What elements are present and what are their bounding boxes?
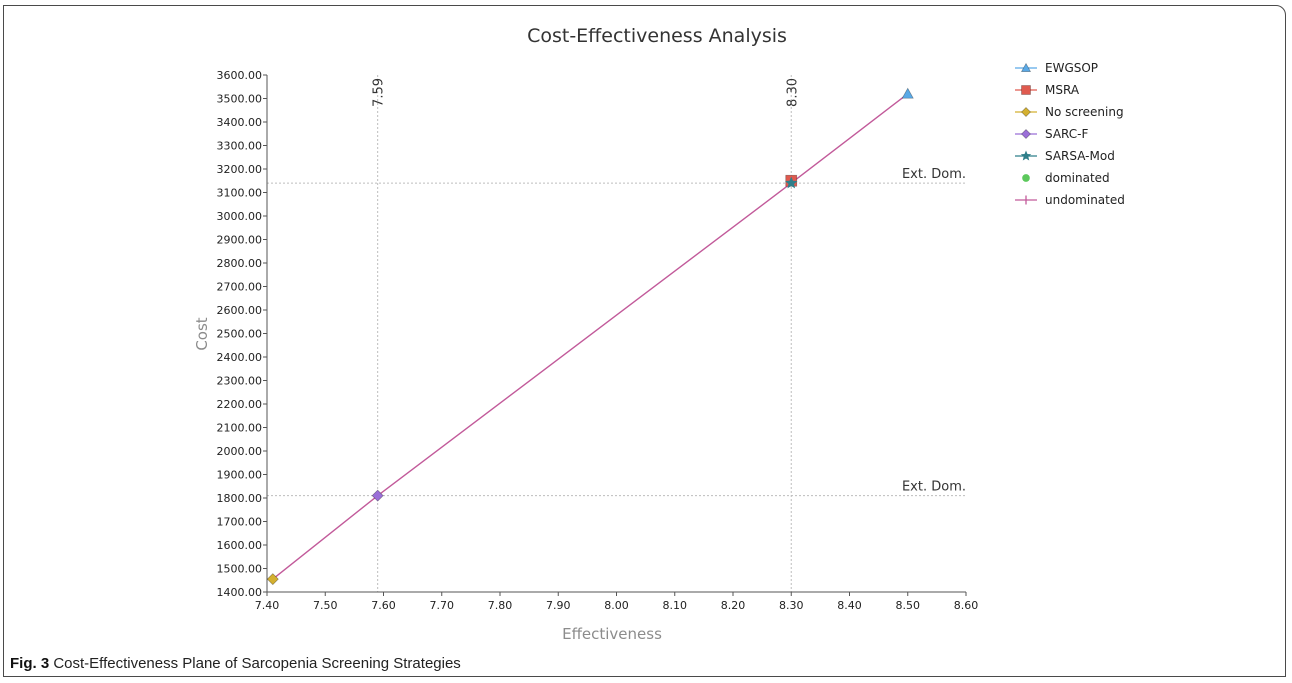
y-tick-label: 2200.00 [217, 398, 263, 411]
legend-item-msra: MSRA [1015, 83, 1080, 97]
legend-label: No screening [1045, 105, 1124, 119]
y-axis-label: Cost [193, 317, 211, 350]
x-tick-label: 8.60 [954, 599, 979, 612]
x-tick-label: 7.70 [430, 599, 455, 612]
horizontal-reference-label-1: Ext. Dom. [902, 480, 966, 495]
y-tick-label: 3100.00 [217, 187, 263, 200]
legend-item-undominated: undominated [1015, 193, 1125, 207]
x-tick-label: 7.40 [255, 599, 280, 612]
y-tick-label: 2100.00 [217, 422, 263, 435]
legend-item-no-screening: No screening [1015, 105, 1124, 119]
x-tick-label: 7.90 [546, 599, 571, 612]
y-tick-label: 3200.00 [217, 163, 263, 176]
legend-label: EWGSOP [1045, 61, 1098, 75]
x-tick-label: 8.30 [779, 599, 804, 612]
undominated-line [272, 93, 909, 580]
y-tick-label: 1800.00 [217, 492, 263, 505]
legend-label: SARC-F [1045, 127, 1088, 141]
legend-marker-ewgsop [1020, 62, 1032, 72]
legend-item-sarc-f: SARC-F [1015, 127, 1088, 141]
y-tick-label: 2700.00 [217, 281, 263, 294]
point-ewgsop [901, 87, 914, 99]
x-tick-label: 7.80 [488, 599, 513, 612]
x-tick-label: 7.50 [313, 599, 338, 612]
y-tick-label: 3300.00 [217, 140, 263, 153]
vertical-reference-label-0: 7.59 [372, 78, 387, 107]
y-tick-label: 1500.00 [217, 563, 263, 576]
legend-marker-msra [1021, 85, 1031, 95]
legend: EWGSOP MSRA No screening SARC-F SARSA-Mod dom… [1015, 61, 1125, 207]
y-tick-label: 2600.00 [217, 304, 263, 317]
legend-label: undominated [1045, 193, 1125, 207]
y-tick-label: 1700.00 [217, 516, 263, 529]
point-sarc-f [371, 489, 384, 502]
reference-lines: 7.59 8.30 Ext. Dom. Ext. Dom. [267, 75, 966, 592]
x-tick-label: 8.20 [721, 599, 746, 612]
x-tick-label: 7.60 [371, 599, 396, 612]
y-tick-label: 3600.00 [217, 69, 263, 82]
vertical-reference-label-1: 8.30 [785, 78, 800, 107]
y-tick-label: 1600.00 [217, 539, 263, 552]
y-tick-label: 2800.00 [217, 257, 263, 270]
figure-caption: Fig. 3 Cost-Effectiveness Plane of Sarco… [10, 655, 461, 672]
figure-number: Fig. 3 [10, 655, 50, 672]
y-tick-label: 3000.00 [217, 210, 263, 223]
axes [266, 75, 966, 593]
point-no-screening [266, 573, 279, 586]
legend-marker-dominated [1022, 174, 1030, 182]
y-tick-label: 2400.00 [217, 351, 263, 364]
y-tick-label: 3400.00 [217, 116, 263, 129]
data-points [266, 87, 914, 586]
x-axis-label: Effectiveness [562, 625, 662, 643]
x-axis-ticks: 7.40 7.50 7.60 7.70 7.80 7.90 8.00 8.10 8.20 8.30… [255, 592, 979, 612]
legend-label: SARSA-Mod [1045, 149, 1115, 163]
x-tick-label: 8.10 [663, 599, 688, 612]
legend-label: MSRA [1045, 83, 1080, 97]
y-tick-label: 1900.00 [217, 469, 263, 482]
y-tick-label: 2900.00 [217, 234, 263, 247]
y-tick-label: 1400.00 [217, 586, 263, 599]
y-tick-label: 3500.00 [217, 93, 263, 106]
figure-frame [3, 5, 1286, 677]
chart-title: Cost-Effectiveness Analysis [527, 25, 787, 47]
y-axis-ticks: 1400.00 1500.00 1600.00 1700.00 1800.00 1900.… [217, 69, 267, 599]
legend-marker-no-screening [1021, 107, 1031, 117]
y-tick-label: 2500.00 [217, 328, 263, 341]
point-sarsa-mod [785, 176, 798, 189]
figure-caption-text: Cost-Effectiveness Plane of Sarcopenia S… [53, 655, 461, 672]
legend-item-sarsa-mod: SARSA-Mod [1015, 149, 1115, 163]
legend-item-dominated: dominated [1022, 171, 1110, 185]
horizontal-reference-label-0: Ext. Dom. [902, 167, 966, 182]
y-tick-label: 2000.00 [217, 445, 263, 458]
x-tick-label: 8.50 [896, 599, 921, 612]
legend-label: dominated [1045, 171, 1110, 185]
legend-item-ewgsop: EWGSOP [1015, 61, 1098, 75]
y-tick-label: 2300.00 [217, 375, 263, 388]
undominated-frontier-line [272, 93, 909, 580]
x-tick-label: 8.00 [604, 599, 629, 612]
legend-marker-sarc-f [1021, 129, 1031, 139]
legend-marker-sarsa-mod [1020, 150, 1032, 161]
x-tick-label: 8.40 [837, 599, 862, 612]
